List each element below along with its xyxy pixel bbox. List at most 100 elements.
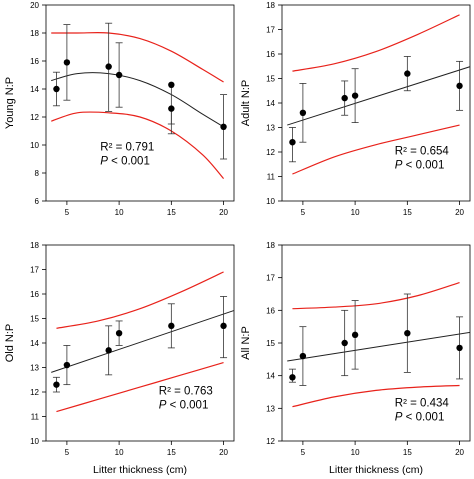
xtick-label-adult-5: 5 bbox=[301, 208, 306, 217]
ytick-label-old-15: 15 bbox=[30, 315, 39, 324]
xtick-label-young-20: 20 bbox=[219, 208, 228, 217]
xtick-label-young-15: 15 bbox=[167, 208, 176, 217]
ci-lower-old bbox=[56, 362, 224, 413]
ci-lower-adult bbox=[292, 124, 460, 175]
ci-upper-all bbox=[292, 281, 460, 310]
xtick-label-old-10: 10 bbox=[115, 448, 124, 457]
data-point-young-2 bbox=[105, 63, 112, 70]
stats-old: R² = 0.763 P < 0.001 bbox=[159, 385, 213, 411]
ytick-label-old-14: 14 bbox=[30, 339, 39, 348]
ytick-label-young-18: 18 bbox=[30, 29, 39, 38]
frame-adult bbox=[281, 4, 471, 202]
ytick-label-all-15: 15 bbox=[266, 339, 275, 348]
xtick-label-adult-15: 15 bbox=[403, 208, 412, 217]
xtick-label-all-5: 5 bbox=[301, 448, 306, 457]
p-label-adult: P < 0.001 bbox=[395, 159, 445, 171]
xtick-label-old-20: 20 bbox=[219, 448, 228, 457]
ytick-label-old-11: 11 bbox=[31, 413, 40, 422]
fit-line-adult bbox=[287, 66, 470, 126]
ytick-label-old-17: 17 bbox=[30, 266, 39, 275]
data-point-all-5 bbox=[456, 344, 463, 352]
ytick-label-adult-12: 12 bbox=[266, 148, 275, 157]
data-point-old-2 bbox=[105, 347, 112, 354]
ylabel-all: All N:P bbox=[240, 326, 252, 360]
panel-adult: Adult N:P 5 10 15 20 10 11 12 13 14 15 16 17 18 R² =… bbox=[240, 1, 471, 217]
data-point-young-4 bbox=[168, 81, 175, 89]
xtick-label-all-10: 10 bbox=[351, 448, 360, 457]
ytick-label-adult-10: 10 bbox=[266, 197, 275, 206]
ytick-label-adult-17: 17 bbox=[266, 26, 275, 35]
data-point-young-3 bbox=[115, 71, 123, 79]
panel-old: Old N:P 5 10 15 20 10 11 12 13 14 15 16 17 18 R² = 0… bbox=[4, 241, 235, 457]
stats-young: R² = 0.791 P < 0.001 bbox=[100, 142, 154, 168]
xtick-label-all-15: 15 bbox=[403, 448, 412, 457]
ytick-label-young-6: 6 bbox=[35, 197, 40, 206]
ci-lower-all bbox=[292, 384, 460, 408]
ytick-label-old-10: 10 bbox=[30, 437, 39, 446]
data-point-old-5 bbox=[220, 322, 227, 330]
xtick-label-young-10: 10 bbox=[115, 208, 124, 217]
frame-old bbox=[45, 244, 235, 442]
xtick-label-all-20: 20 bbox=[455, 448, 464, 457]
xtick-label-adult-10: 10 bbox=[351, 208, 360, 217]
fit-line-young bbox=[51, 72, 224, 128]
ci-upper-adult bbox=[292, 14, 460, 72]
ylabel-young: Young N:P bbox=[4, 77, 16, 129]
data-point-adult-2 bbox=[341, 94, 348, 102]
ytick-label-adult-18: 18 bbox=[266, 1, 275, 10]
xtick-label-young-5: 5 bbox=[65, 208, 70, 217]
r2-label-old: R² = 0.763 bbox=[159, 385, 213, 397]
fit-line-all bbox=[287, 331, 470, 362]
xlabel-right: Litter thickness (cm) bbox=[329, 464, 423, 476]
fit-line-old bbox=[51, 309, 234, 373]
ytick-label-young-20: 20 bbox=[30, 1, 39, 10]
data-point-adult-5 bbox=[456, 82, 463, 90]
data-point-adult-3 bbox=[351, 92, 359, 99]
data-point-adult-4 bbox=[404, 70, 411, 77]
data-point-adult-0 bbox=[289, 139, 296, 146]
ytick-label-all-18: 18 bbox=[266, 241, 275, 250]
stats-adult: R² = 0.654 P < 0.001 bbox=[395, 145, 450, 171]
p-label-all: P < 0.001 bbox=[395, 412, 445, 424]
panel-young: Young N:P 5 10 15 20 6 8 10 12 14 16 18 20 R² = 0.7… bbox=[4, 1, 235, 217]
data-point-young-0 bbox=[53, 85, 60, 93]
data-point-all-0 bbox=[289, 374, 296, 381]
data-point-young-6 bbox=[220, 123, 227, 130]
data-point-young-1 bbox=[63, 59, 71, 66]
p-label-young: P < 0.001 bbox=[100, 156, 150, 168]
ytick-label-all-14: 14 bbox=[266, 372, 275, 381]
frame-young bbox=[45, 4, 235, 202]
ylabel-old: Old N:P bbox=[4, 324, 16, 363]
ytick-label-old-18: 18 bbox=[30, 241, 39, 250]
ytick-label-all-13: 13 bbox=[266, 404, 275, 413]
xtick-label-old-15: 15 bbox=[167, 448, 176, 457]
xtick-label-adult-20: 20 bbox=[455, 208, 464, 217]
ytick-label-all-12: 12 bbox=[266, 437, 275, 446]
ci-upper-young bbox=[51, 31, 224, 83]
panel-all: All N:P 5 10 15 20 12 13 14 15 16 17 18 R² = 0.434… bbox=[240, 241, 471, 457]
data-point-adult-1 bbox=[299, 109, 307, 117]
ytick-label-old-16: 16 bbox=[30, 290, 39, 299]
ytick-label-young-12: 12 bbox=[30, 113, 39, 122]
ytick-label-adult-14: 14 bbox=[266, 99, 275, 108]
ytick-label-young-8: 8 bbox=[35, 169, 40, 178]
data-point-old-3 bbox=[115, 330, 123, 337]
p-label-old: P < 0.001 bbox=[159, 399, 209, 411]
ytick-label-all-17: 17 bbox=[266, 274, 275, 283]
data-point-all-1 bbox=[299, 352, 307, 360]
ytick-label-old-12: 12 bbox=[30, 388, 39, 397]
ylabel-adult: Adult N:P bbox=[240, 80, 252, 126]
ytick-label-all-16: 16 bbox=[266, 306, 275, 315]
ytick-label-young-14: 14 bbox=[30, 85, 39, 94]
data-point-all-2 bbox=[341, 339, 348, 347]
ytick-label-young-16: 16 bbox=[30, 57, 39, 66]
r2-label-adult: R² = 0.654 bbox=[395, 145, 450, 157]
ci-upper-old bbox=[56, 271, 224, 329]
data-point-all-4 bbox=[404, 330, 411, 337]
data-point-old-0 bbox=[53, 381, 60, 388]
ytick-label-adult-16: 16 bbox=[266, 50, 275, 59]
ytick-label-old-13: 13 bbox=[30, 364, 39, 373]
xtick-label-old-5: 5 bbox=[65, 448, 70, 457]
data-point-old-4 bbox=[168, 322, 175, 330]
